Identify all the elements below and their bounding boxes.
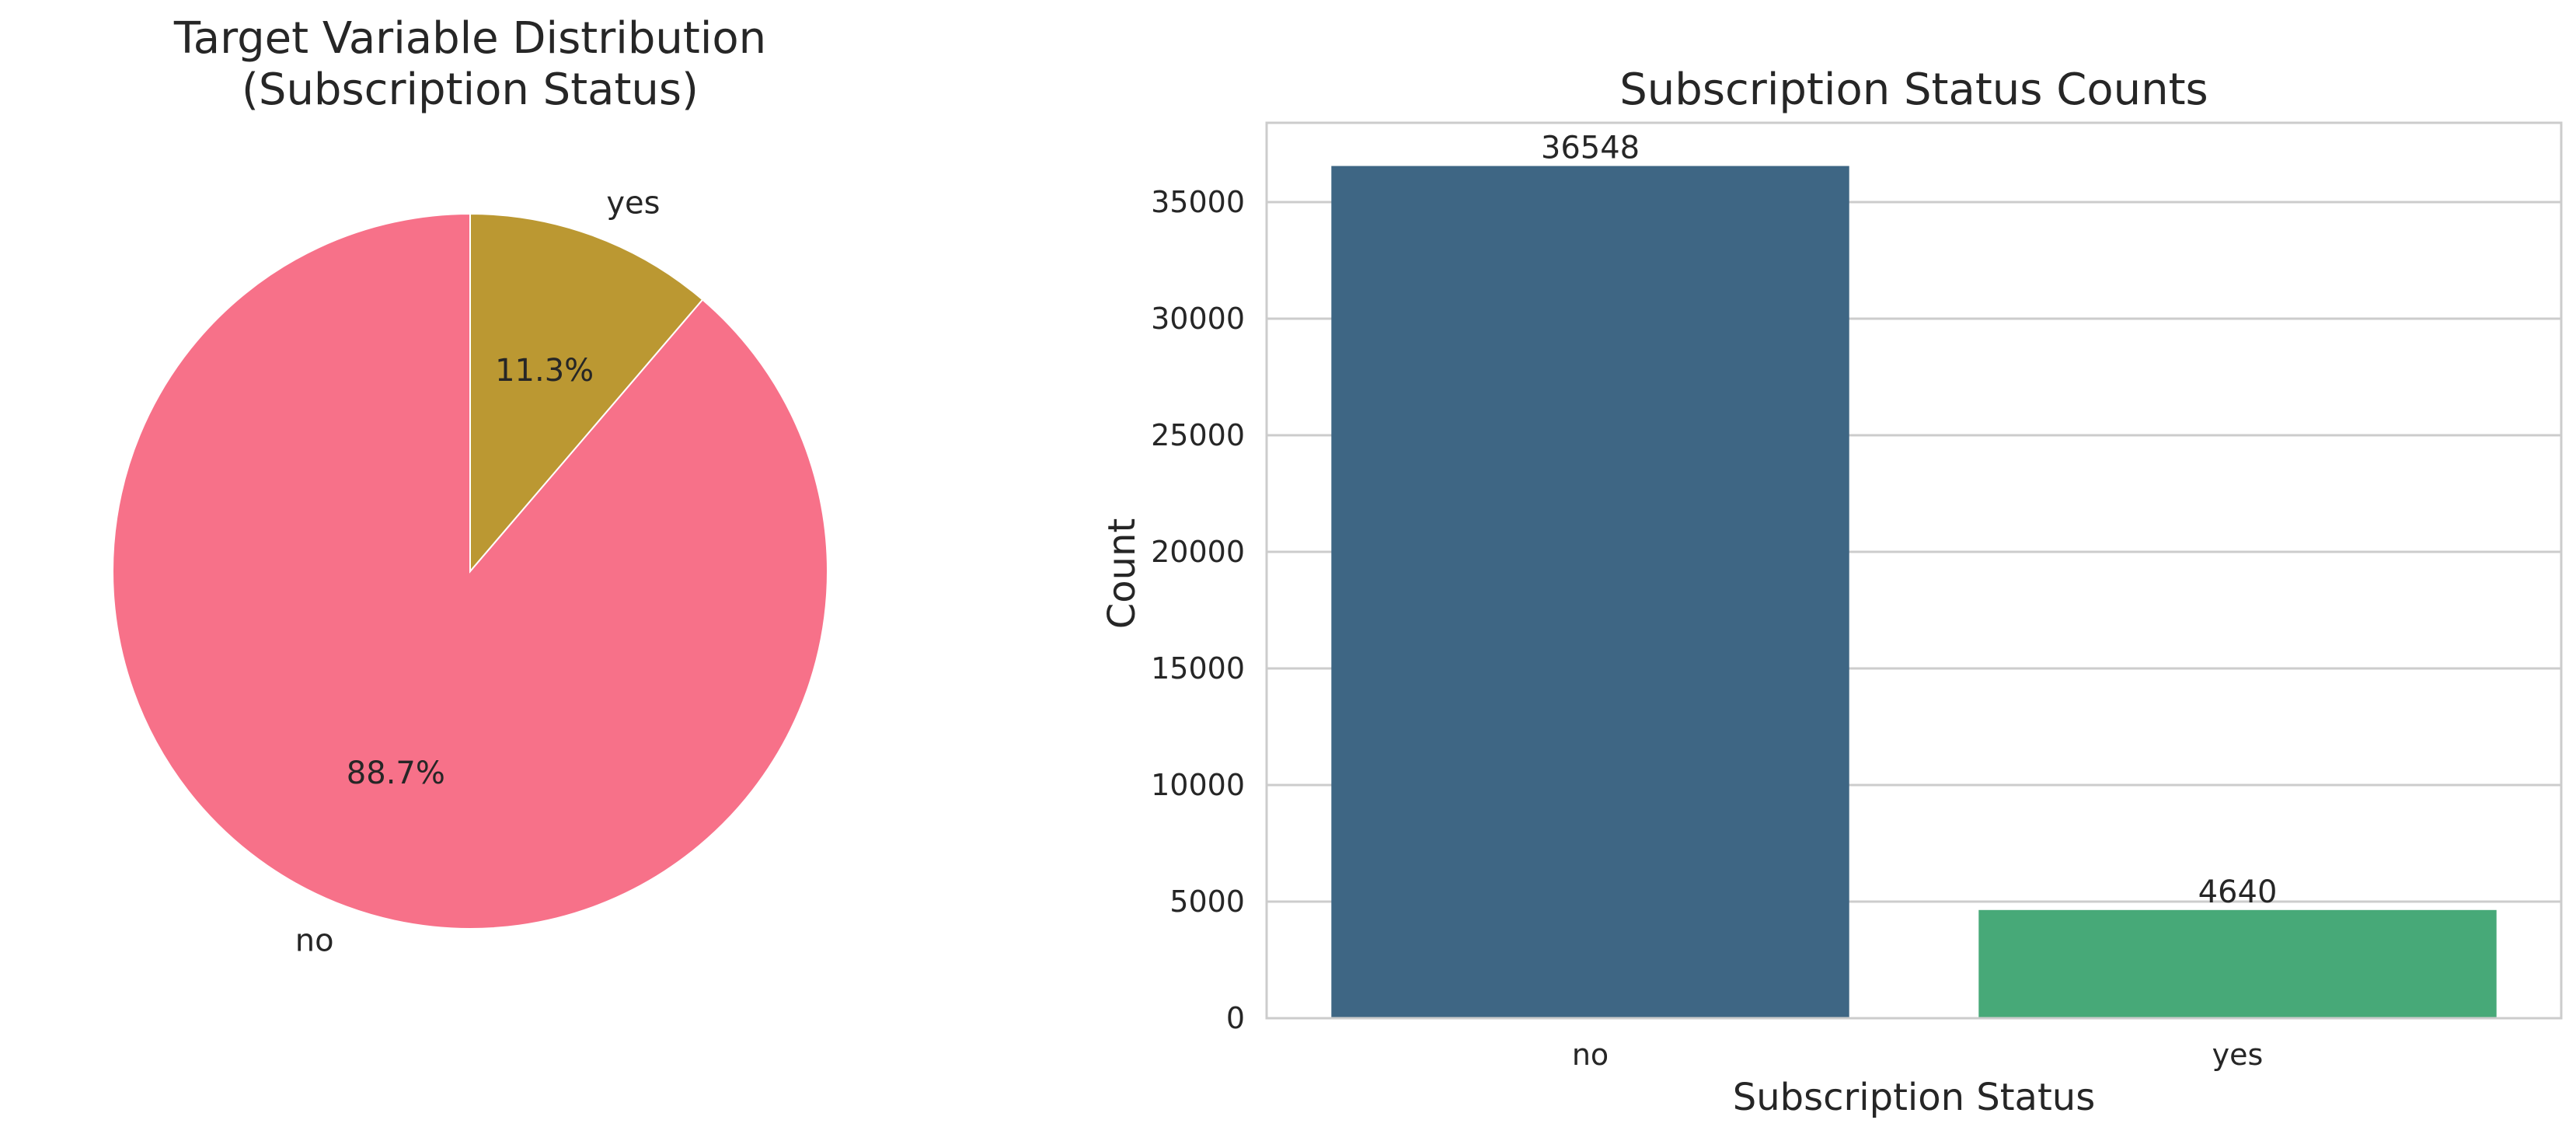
pie-title-line-1: Target Variable Distribution	[173, 13, 766, 64]
pie-percent-label: 88.7%	[347, 755, 445, 791]
bar-yes	[1978, 909, 2497, 1018]
pie-percent-label: 11.3%	[495, 353, 594, 389]
bar-chart: Subscription Status Counts 0 5000 10000 150…	[1100, 65, 2563, 1119]
y-tick-label: 10000	[1151, 768, 1245, 802]
y-tick-label: 20000	[1151, 535, 1245, 569]
x-tick-label: yes	[2212, 1038, 2264, 1072]
y-tick-label: 25000	[1151, 418, 1245, 452]
data-labels: 36548 4640	[1541, 131, 2278, 910]
y-axis-label: Count	[1100, 518, 1144, 630]
y-tick-label: 35000	[1151, 185, 1245, 219]
pie-slice-yes	[469, 212, 704, 574]
bar-title: Subscription Status Counts	[1619, 65, 2208, 115]
x-axis-label: Subscription Status	[1733, 1076, 2095, 1119]
bar-no	[1331, 166, 1849, 1018]
bar-value-label: 4640	[2198, 874, 2278, 910]
y-tick-label: 15000	[1151, 651, 1245, 686]
y-tick-label: 5000	[1169, 885, 1245, 919]
pie-title-line-2: (Subscription Status)	[242, 65, 699, 115]
pie-chart: Target Variable Distribution (Subscripti…	[112, 13, 828, 959]
pie-labels: no 88.7% yes 11.3%	[295, 185, 661, 958]
x-tick-labels: no yes	[1572, 1038, 2264, 1072]
pie-slices	[112, 212, 828, 930]
y-tick-label: 0	[1226, 1001, 1245, 1035]
y-tick-labels: 0 5000 10000 15000 20000 25000 30000 35000	[1151, 185, 1245, 1035]
x-tick-label: no	[1572, 1038, 1609, 1072]
plot-frame	[1265, 121, 2563, 1020]
pie-category-label: no	[295, 923, 334, 959]
bar-value-label: 36548	[1541, 131, 1640, 166]
bar-series	[1331, 166, 2497, 1018]
pie-category-label: yes	[606, 185, 660, 221]
y-tick-label: 30000	[1151, 302, 1245, 336]
